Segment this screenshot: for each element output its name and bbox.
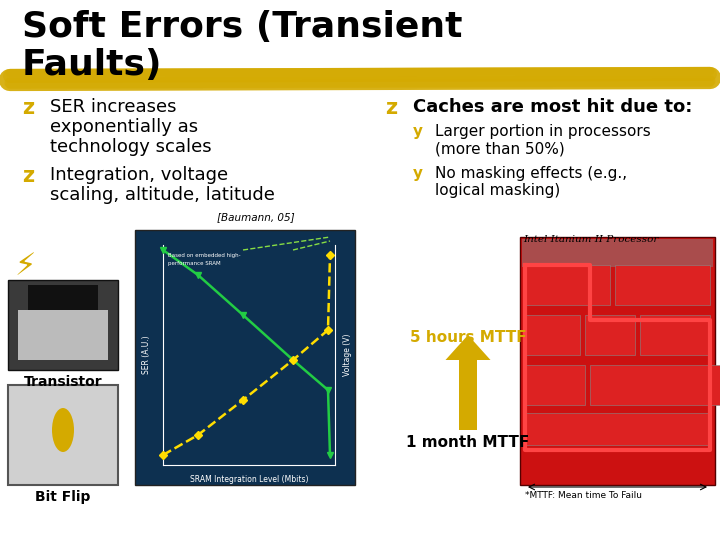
- Bar: [8, 280, 118, 370]
- Bar: [135, 230, 355, 485]
- Text: No masking effects (e.g.,: No masking effects (e.g.,: [435, 166, 627, 181]
- Bar: [18, 310, 108, 360]
- Text: exponentially as: exponentially as: [50, 118, 198, 136]
- Text: Voltage (V): Voltage (V): [343, 334, 351, 376]
- Text: Based on embedded high-: Based on embedded high-: [168, 253, 240, 258]
- Bar: [28, 285, 98, 315]
- Text: technology scales: technology scales: [50, 138, 212, 156]
- Bar: [522, 239, 713, 267]
- Text: Intel Itanium II Processor: Intel Itanium II Processor: [523, 235, 658, 244]
- Text: 5 hours MTTF: 5 hours MTTF: [410, 330, 526, 345]
- Text: [Baumann, 05]: [Baumann, 05]: [217, 212, 294, 222]
- Bar: [585, 315, 635, 355]
- Text: Caches are most hit due to:: Caches are most hit due to:: [413, 98, 693, 116]
- Text: Integration, voltage: Integration, voltage: [50, 166, 228, 184]
- Text: SER (A.U.): SER (A.U.): [143, 336, 151, 374]
- Text: SRAM Integration Level (Mbits): SRAM Integration Level (Mbits): [190, 475, 308, 484]
- Ellipse shape: [52, 408, 74, 452]
- Text: *MTTF: Mean time To Failu: *MTTF: Mean time To Failu: [525, 491, 642, 500]
- Text: scaling, altitude, latitude: scaling, altitude, latitude: [50, 186, 275, 204]
- Text: y: y: [413, 124, 423, 139]
- Bar: [8, 385, 118, 485]
- Text: (more than 50%): (more than 50%): [435, 141, 564, 156]
- Text: performance SRAM: performance SRAM: [168, 261, 220, 266]
- Text: Bit Flip: Bit Flip: [35, 490, 91, 504]
- Text: ⚡: ⚡: [14, 252, 35, 281]
- Bar: [525, 265, 610, 305]
- Text: z: z: [385, 98, 397, 118]
- FancyArrow shape: [446, 335, 490, 430]
- Text: logical masking): logical masking): [435, 183, 560, 198]
- Text: Larger portion in processors: Larger portion in processors: [435, 124, 651, 139]
- Text: z: z: [22, 98, 34, 118]
- Text: SER increases: SER increases: [50, 98, 176, 116]
- Bar: [525, 315, 580, 355]
- Bar: [590, 365, 720, 405]
- Bar: [640, 315, 710, 355]
- Bar: [525, 365, 585, 405]
- Bar: [615, 265, 710, 305]
- Text: Transistor: Transistor: [24, 375, 102, 389]
- Text: Soft Errors (Transient: Soft Errors (Transient: [22, 10, 462, 44]
- Text: 1 month MTTF: 1 month MTTF: [406, 435, 530, 450]
- Text: y: y: [413, 166, 423, 181]
- Bar: [520, 237, 715, 485]
- Bar: [525, 413, 710, 445]
- Text: Faults): Faults): [22, 48, 163, 82]
- Text: z: z: [22, 166, 34, 186]
